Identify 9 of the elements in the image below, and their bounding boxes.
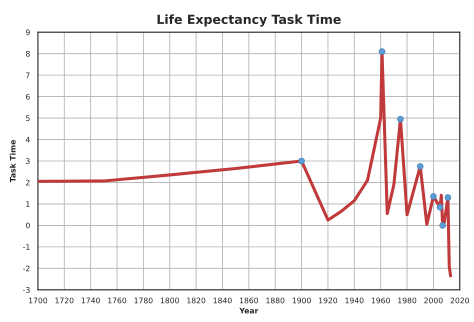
point: [444, 194, 452, 201]
point: [416, 163, 424, 170]
chart-title: Life Expectancy Task Time: [158, 14, 341, 27]
point: [397, 116, 404, 122]
point: [298, 158, 305, 164]
point: [430, 193, 437, 200]
point: [436, 204, 444, 210]
point: [439, 222, 446, 229]
point: [378, 48, 386, 55]
